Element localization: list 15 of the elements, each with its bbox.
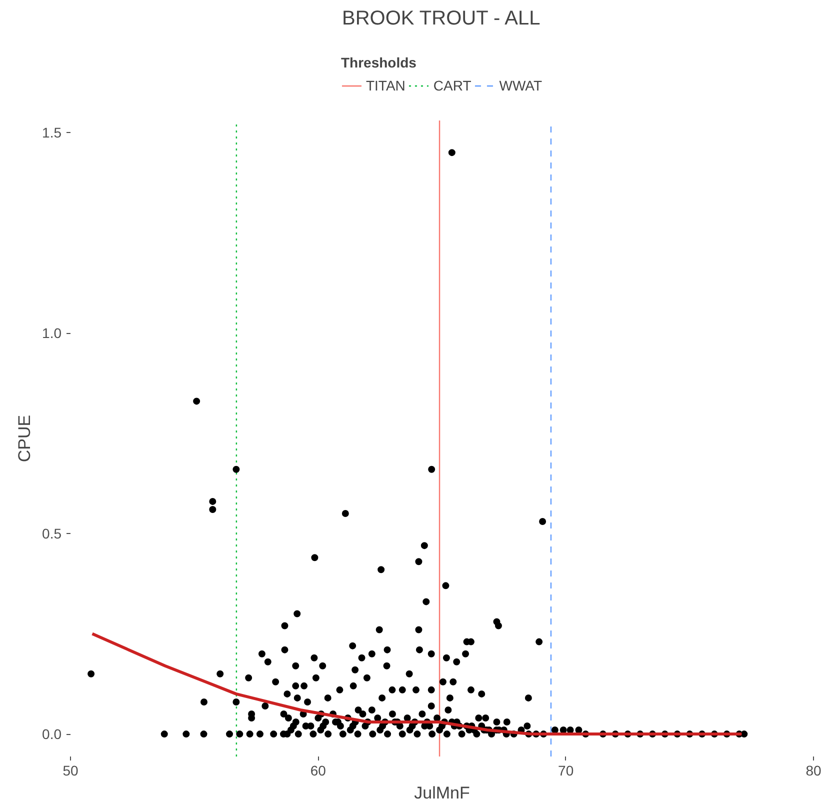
x-axis-title: JulMnF: [414, 784, 470, 802]
legend-label: CART: [433, 77, 472, 93]
x-tick-label: 80: [806, 762, 822, 778]
y-tick-label: 0.5: [42, 526, 62, 542]
x-tick-label: 50: [62, 762, 78, 778]
y-tick-label: 0.0: [42, 726, 62, 742]
x-tick-label: 60: [310, 762, 326, 778]
y-tick-label: 1.0: [42, 325, 62, 342]
legend-label: WWAT: [499, 77, 542, 93]
chart-title: BROOK TROUT - ALL: [342, 8, 540, 30]
x-tick-label: 70: [558, 762, 574, 778]
y-tick-label: 1.5: [42, 124, 62, 141]
legend-label: TITAN: [366, 77, 406, 93]
y-axis-title: CPUE: [15, 414, 34, 462]
legend-title: Thresholds: [340, 54, 418, 70]
